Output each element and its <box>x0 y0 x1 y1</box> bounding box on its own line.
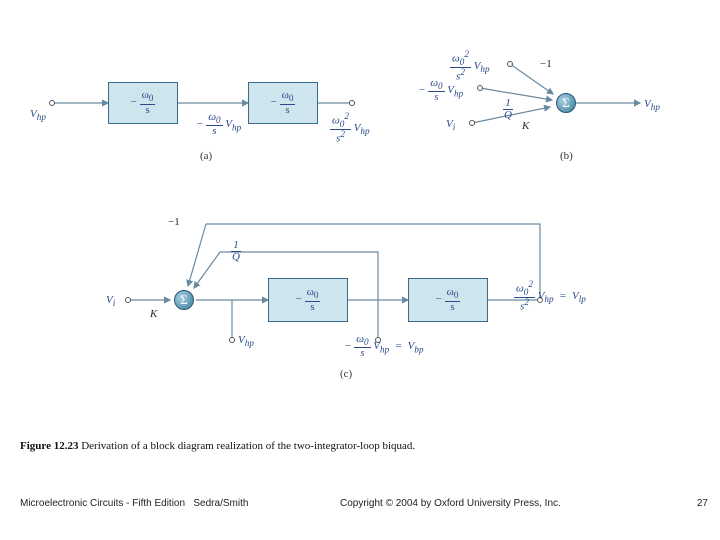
footer-left: Microelectronic Circuits - Fifth Edition… <box>20 498 248 509</box>
label-c-K: K <box>150 308 157 320</box>
label-b-minus1: −1 <box>540 58 552 70</box>
block-c-int2: − ω0s <box>408 278 488 322</box>
node-a-out <box>349 100 355 106</box>
label-b-1Q: 1Q <box>502 98 514 121</box>
node-b-in1 <box>507 61 513 67</box>
label-c-vbp: − ω0s Vhp = Vbp <box>344 334 424 359</box>
sum-c: Σ <box>174 290 194 310</box>
label-a-mid: − ω0s Vhp <box>196 112 241 137</box>
label-b-out: Vhp <box>644 98 660 112</box>
sum-b: Σ <box>556 93 576 113</box>
panel-label-c: (c) <box>340 368 352 380</box>
block-c-int1: − ω0s <box>268 278 348 322</box>
label-c-1Q: 1Q <box>230 240 242 263</box>
label-a-out: ω02s2 Vhp <box>330 112 370 145</box>
node-c-tap1 <box>229 337 235 343</box>
label-c-vi: Vi <box>106 294 115 308</box>
label-b-in2: − ω0s Vhp <box>418 78 463 103</box>
label-c-vhp: Vhp <box>238 334 254 348</box>
figure-root: Vhp − ω0s − ω0s Vhp − ω0s ω02s2 Vhp (a) … <box>0 0 720 540</box>
node-b-in3 <box>469 120 475 126</box>
block-a-int2: − ω0s <box>248 82 318 124</box>
footer-center: Copyright © 2004 by Oxford University Pr… <box>340 498 561 509</box>
wire-layer <box>0 0 720 540</box>
block-a-int1: − ω0s <box>108 82 178 124</box>
footer-right: 27 <box>697 498 708 509</box>
label-b-vi: Vi <box>446 118 455 132</box>
panel-label-b: (b) <box>560 150 573 162</box>
node-b-in2 <box>477 85 483 91</box>
figure-caption: Figure 12.23 Derivation of a block diagr… <box>20 440 415 452</box>
label-a-vhp: Vhp <box>30 108 46 122</box>
node-c-vi <box>125 297 131 303</box>
label-c-out: ω02s2 Vhp = Vlp <box>514 280 586 313</box>
node-a-in <box>49 100 55 106</box>
label-b-K: K <box>522 120 529 132</box>
label-c-minus1: −1 <box>168 216 180 228</box>
panel-label-a: (a) <box>200 150 212 162</box>
